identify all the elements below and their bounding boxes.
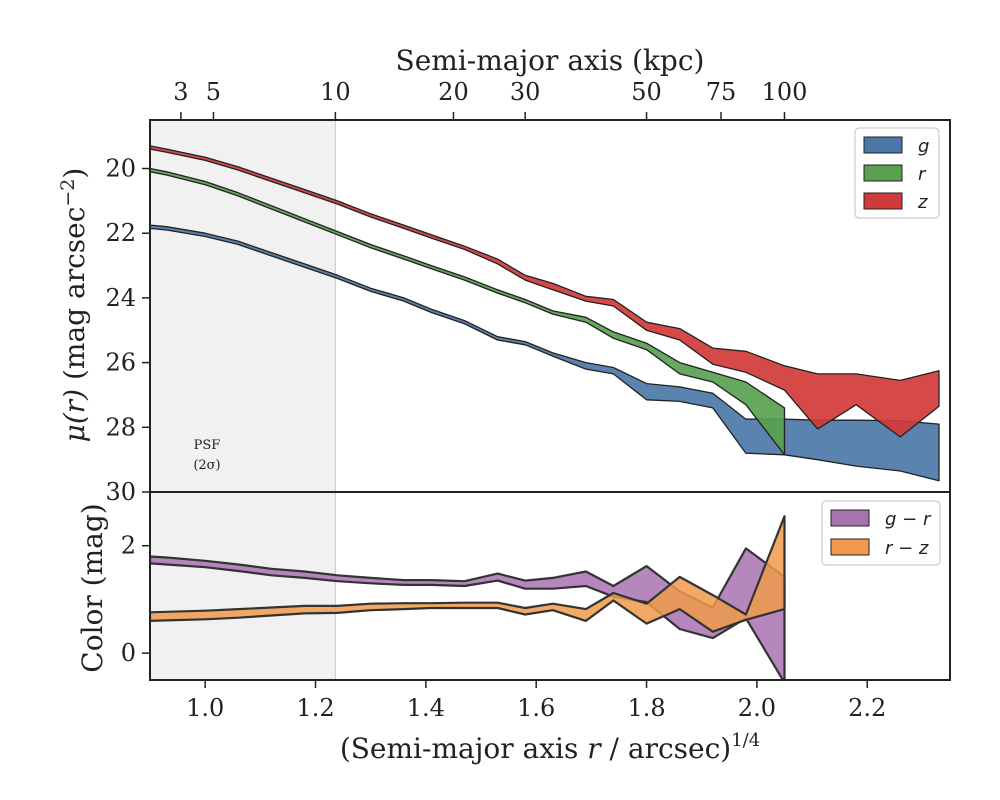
top-x-tick-label: 75 [706,78,737,106]
legend-swatch-r [863,164,903,182]
psf-shaded-region [150,120,336,492]
top-x-axis-title: Semi-major axis (kpc) [396,44,705,77]
y-tick-label-top: 24 [105,284,136,312]
surface-brightness-bands [150,145,940,482]
y-tick-label-top: 20 [105,155,136,183]
x-tick-label: 2.0 [738,694,776,722]
legend-swatch-z [863,192,903,210]
x-tick-label: 2.2 [848,694,886,722]
band-z [150,145,940,438]
y-tick-label-top: 28 [105,413,136,441]
legend-label-g: g [918,136,929,157]
y-tick-label-top: 22 [105,219,136,247]
top-x-tick-label: 30 [510,78,541,106]
x-axis-title-text: (Semi-major axis [340,732,587,765]
x-axis-title: (Semi-major axis r / arcsec)1/4 [340,730,760,765]
y-axis-title-top: μ(r) (mag arcsec−2) [57,168,91,443]
x-tick-label: 1.0 [186,694,224,722]
bottom-legend: g − r r − z [821,500,941,566]
legend-label-r-z: r − z [885,538,929,559]
surface-brightness-panel: 20 22 24 26 28 30 3 5 10 20 30 50 75 100 PSF (2σ) g r… [57,44,951,506]
y-tick-label-bottom: 2 [121,532,136,560]
band-r [150,167,786,456]
bottom-panel-ticks: 0 2 1.0 1.2 1.4 1.6 1.8 2.0 2.2 [121,532,887,722]
top-x-tick-label: 5 [206,78,221,106]
y-tick-label-top: 26 [105,349,136,377]
y-axis-title-sup: −2 [57,179,79,207]
x-axis-title-sup: 1/4 [731,730,760,751]
y-tick-label-bottom: 0 [121,639,136,667]
y-axis-title-var: μ(r) [58,389,91,442]
bottom-panel-frame [149,491,951,681]
legend-swatch-r-z [830,538,870,556]
psf-label-line1: PSF [194,438,221,453]
color-panel: 0 2 1.0 1.2 1.4 1.6 1.8 2.0 2.2 g − r r − z Colo… [76,491,951,765]
legend-label-r: r [918,164,927,185]
psf-shaded-region-bottom [150,492,336,680]
x-axis-title-rest: / arcsec) [601,732,732,765]
top-panel-ticks: 20 22 24 26 28 30 3 5 10 20 30 50 75 100 [105,78,807,506]
psf-label-line2: (2σ) [193,458,220,473]
legend-label-z: z [917,192,928,213]
x-tick-label: 1.2 [296,694,334,722]
band-g [150,224,940,482]
top-x-tick-label: 100 [762,78,808,106]
y-axis-title-close: ) [58,168,91,179]
color-bands [150,515,786,680]
y-tick-label-top: 30 [105,478,136,506]
x-tick-label: 1.4 [407,694,445,722]
top-x-tick-label: 20 [438,78,469,106]
legend-label-g-r: g − r [885,509,932,530]
top-x-tick-label: 3 [173,78,188,106]
band-r-z [150,515,786,633]
legend-swatch-g [863,136,903,154]
x-tick-label: 1.8 [627,694,665,722]
top-x-tick-label: 10 [320,78,351,106]
y-axis-title-text: (mag arcsec [58,207,91,389]
x-tick-label: 1.6 [517,694,555,722]
x-axis-title-var: r [587,732,602,765]
y-axis-title-bottom: Color (mag) [76,503,109,672]
top-legend: g r z [854,127,940,219]
band-g-r [150,547,786,680]
legend-swatch-g-r [830,509,870,527]
top-x-tick-label: 50 [631,78,662,106]
